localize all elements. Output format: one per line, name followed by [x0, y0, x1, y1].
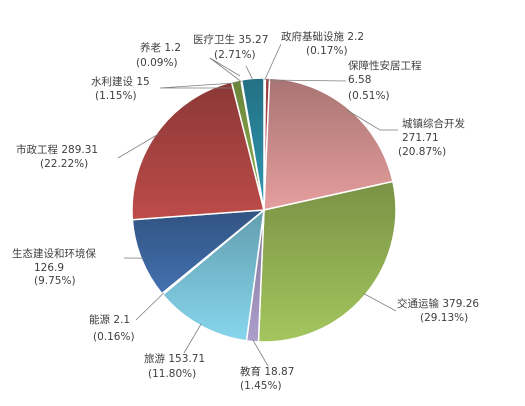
- leader-line-2: [267, 79, 347, 82]
- slice-percent-8: (9.75%): [34, 275, 76, 287]
- leader-line-6: [183, 323, 202, 354]
- slice-label-3: 城镇综合开发: [402, 117, 465, 130]
- leader-line-4: [363, 293, 397, 312]
- slice-percent-9: (22.22%): [40, 158, 88, 170]
- leader-line-10: [159, 82, 237, 89]
- slice-labels: 政府基础设施 2.2 (0.17%)保障性安居工程 6.58 (0.51%) 城镇综合开…: [12, 30, 479, 392]
- slice-value-3: 271.71: [402, 132, 439, 144]
- leader-line-11: [209, 57, 242, 83]
- pie-slices: [131, 77, 397, 343]
- slice-percent-11: (0.09%): [136, 57, 178, 69]
- slice-percent-7: (0.16%): [93, 331, 135, 343]
- slice-percent-12: (2.71%): [214, 49, 256, 61]
- slice-value-8: 126.9: [34, 262, 64, 274]
- slice-percent-4: (29.13%): [420, 312, 468, 324]
- leader-line-7: [135, 292, 165, 321]
- slice-label-2: 保障性安居工程: [348, 59, 422, 72]
- pie-slice-8: [131, 209, 267, 295]
- leader-line-9: [117, 133, 159, 159]
- leader-line-5: [252, 339, 269, 367]
- slice-label-9: 市政工程 289.31: [16, 143, 98, 156]
- slice-percent-5: (1.45%): [240, 380, 282, 392]
- slice-percent-10: (1.15%): [95, 90, 137, 102]
- slice-label-11: 养老 1.2: [140, 41, 181, 54]
- pie-slice-12: [240, 77, 265, 211]
- slice-percent-3: (20.87%): [398, 146, 446, 158]
- leader-line-3: [347, 110, 398, 131]
- slice-label-12: 医疗卫生 35.27: [193, 33, 268, 46]
- leader-lines: [117, 43, 398, 367]
- slice-percent-2: (0.51%): [348, 90, 390, 102]
- slice-label-1: 政府基础设施 2.2: [281, 30, 364, 43]
- slice-percent-6: (11.80%): [148, 368, 196, 380]
- slice-label-6: 旅游 153.71: [144, 352, 205, 365]
- leader-line-12: [245, 65, 254, 81]
- slice-percent-1: (0.17%): [306, 45, 348, 57]
- slice-label-8: 生态建设和环境保: [12, 247, 96, 260]
- slice-label-10: 水利建设 15: [91, 75, 150, 88]
- leader-line-1: [264, 43, 282, 81]
- slice-label-5: 教育 18.87: [240, 365, 294, 378]
- slice-label-7: 能源 2.1: [89, 313, 130, 326]
- slice-label-4: 交通运输 379.26: [397, 297, 479, 310]
- pie-slice-4: [257, 180, 397, 343]
- slice-value-2: 6.58: [348, 74, 371, 86]
